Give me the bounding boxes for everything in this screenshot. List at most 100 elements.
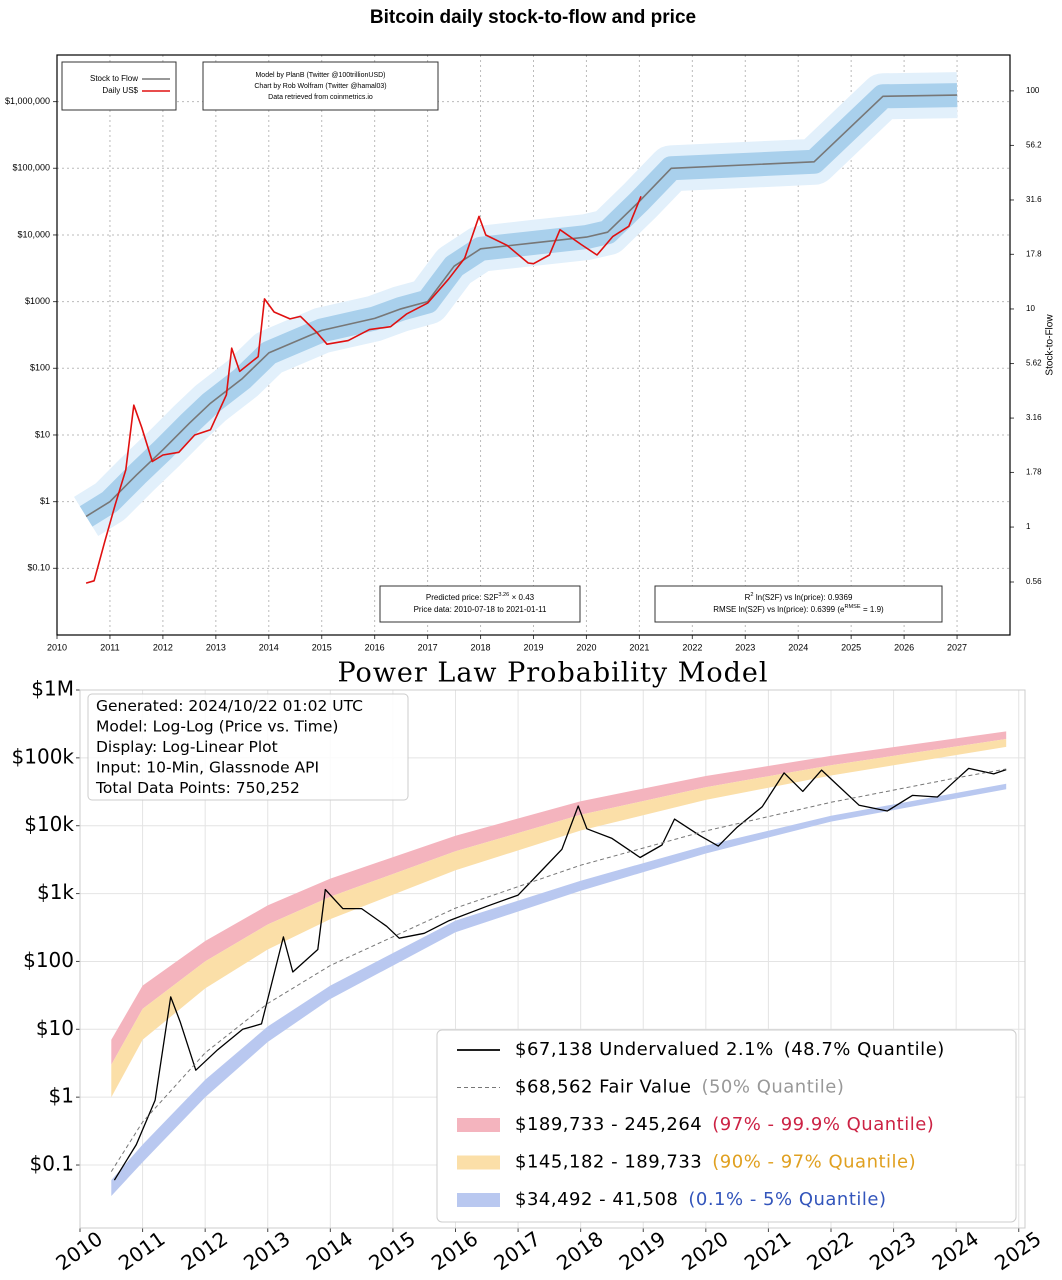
text: Generated: 2024/10/22 01:02 UTC — [96, 697, 363, 715]
legend-name: $189,733 - 245,264 — [515, 1114, 702, 1135]
text: × 0.43 — [512, 593, 535, 602]
y2-tick-label: 17.8 — [1026, 249, 1042, 258]
text: Predicted price: S2F — [426, 593, 499, 602]
chart-title: Bitcoin daily stock-to-flow and price — [370, 7, 696, 28]
y-tick-label: $1,000,000 — [5, 96, 50, 106]
x-tick-label: 2022 — [682, 642, 702, 652]
legend-swatch — [457, 1118, 500, 1132]
x-tick-label: 2013 — [206, 642, 226, 652]
y-tick-label: $100,000 — [12, 163, 50, 173]
chart-title: Power Law Probability Model — [337, 658, 768, 689]
annotation-box — [87, 693, 409, 801]
annotation-line: Data retrieved from coinmetrics.io — [268, 94, 373, 101]
x-tick-label: 2016 — [365, 642, 385, 652]
annotation-line: Input: 10-Min, Glassnode API — [96, 758, 319, 776]
plot-frame — [56, 54, 1011, 636]
y-tick-label: $0.1 — [29, 1152, 74, 1176]
annotation-line: Predicted price: S2F3.26 × 0.43 — [426, 592, 535, 602]
legend-note: (48.7% Quantile) — [784, 1039, 945, 1060]
x-tick-label: 2015 — [312, 642, 332, 652]
legend-label: $145,182 - 189,733 (90% - 97% Quantile) — [515, 1152, 916, 1173]
text: = 1.9) — [863, 605, 884, 614]
y-tick-label: $100 — [23, 948, 74, 972]
series-line — [85, 195, 642, 584]
y-tick-label: $10,000 — [17, 229, 50, 239]
legend-swatch — [457, 1155, 500, 1170]
x-tick-label: 2012 — [153, 642, 173, 652]
text: Price data: 2010-07-18 to 2021-01-11 — [414, 605, 547, 614]
x-tick-label: 2026 — [894, 642, 914, 652]
y2-axis-label: Stock-to-Flow — [1045, 314, 1056, 376]
annotation-line: RMSE ln(S2F) vs ln(price): 0.6399 (eRMSE… — [713, 604, 884, 614]
y2-tick-label: 5.62 — [1026, 359, 1042, 368]
legend-note: (97% - 99.9% Quantile) — [712, 1114, 934, 1135]
x-tick-label: 2021 — [629, 642, 649, 652]
y-tick-label: $1000 — [25, 296, 50, 306]
legend-name: $67,138 Undervalued 2.1% — [515, 1039, 774, 1060]
annotation-line: Display: Log-Linear Plot — [96, 738, 278, 756]
x-tick-label: 2023 — [735, 642, 755, 652]
y2-tick-label: 100 — [1026, 86, 1040, 95]
series-line — [85, 94, 958, 518]
text: Model by PlanB (Twitter @100trillionUSD) — [255, 72, 385, 79]
x-tick-label: 2014 — [259, 642, 279, 652]
text: Display: Log-Linear Plot — [96, 738, 278, 756]
annotation-box — [202, 61, 439, 111]
legend-name: $68,562 Fair Value — [515, 1077, 691, 1098]
annotation-line: Chart by Rob Wolfram (Twitter @hamal03) — [254, 83, 386, 90]
y-tick-label: $100k — [12, 744, 75, 768]
x-tick-label: 2019 — [523, 642, 543, 652]
annotation-line: Price data: 2010-07-18 to 2021-01-11 — [414, 605, 547, 614]
x-tick-label: 2025 — [841, 642, 861, 652]
plot-frame — [79, 689, 1026, 1229]
legend-name: $34,492 - 41,508 — [515, 1189, 678, 1210]
legend-label: $68,562 Fair Value (50% Quantile) — [515, 1077, 844, 1098]
text: Total Data Points: 750,252 — [95, 779, 300, 797]
y2-tick-label: 1 — [1026, 522, 1031, 531]
text: Model: Log-Log (Price vs. Time) — [96, 717, 338, 735]
text: ln(S2F) vs ln(price): 0.9369 — [756, 593, 853, 602]
x-tick-label: 2027 — [947, 642, 967, 652]
plot-data — [110, 731, 1007, 1196]
y2-tick-label: 3.16 — [1026, 413, 1042, 422]
text: Chart by Rob Wolfram (Twitter @hamal03) — [254, 83, 386, 90]
quantile-band — [111, 739, 1007, 1098]
legend-note: (50% Quantile) — [701, 1077, 844, 1098]
y-tick-label: $10 — [35, 429, 50, 439]
x-tick-label: 2020 — [576, 642, 596, 652]
x-tick-label: 2024 — [788, 642, 808, 652]
y-tick-label: $1k — [37, 880, 74, 904]
legend-swatch — [457, 1193, 500, 1207]
annotation-line: Model: Log-Log (Price vs. Time) — [96, 717, 338, 735]
y-tick-label: $1M — [31, 677, 74, 701]
y-tick-label: $100 — [30, 363, 50, 373]
quantile-band — [111, 731, 1007, 1065]
y-tick-label: $0.10 — [27, 563, 50, 573]
x-tick-label: 2011 — [100, 642, 119, 652]
y2-tick-label: 31.6 — [1026, 195, 1042, 204]
annotation-line: Model by PlanB (Twitter @100trillionUSD) — [255, 72, 385, 79]
annotation-line: R2 ln(S2F) vs ln(price): 0.9369 — [745, 592, 853, 602]
text: Data retrieved from coinmetrics.io — [268, 94, 373, 101]
text: Input: 10-Min, Glassnode API — [96, 758, 319, 776]
legend-note: (0.1% - 5% Quantile) — [688, 1189, 886, 1210]
y2-tick-label: 10 — [1026, 304, 1035, 313]
legend-note: (90% - 97% Quantile) — [712, 1152, 916, 1173]
y-tick-label: $10k — [24, 812, 74, 836]
x-tick-label: 2010 — [47, 642, 67, 652]
plot-data — [74, 72, 958, 584]
x-tick-label: 2018 — [471, 642, 491, 652]
chart: Bitcoin daily stock-to-flow and price $0.… — [5, 7, 1056, 652]
legend-label: $67,138 Undervalued 2.1% (48.7% Quantile) — [515, 1039, 945, 1060]
annotation-box — [654, 585, 943, 623]
series-line — [110, 768, 1007, 1172]
y-tick-label: $10 — [36, 1016, 74, 1040]
text: RMSE ln(S2F) vs ln(price): 0.6399 (e — [713, 605, 845, 614]
y-tick-label: $1 — [40, 496, 50, 506]
annotation-line: Generated: 2024/10/22 01:02 UTC — [96, 697, 363, 715]
y-tick-label: $1 — [49, 1084, 74, 1108]
superscript: RMSE — [844, 604, 860, 610]
superscript: 3.26 — [498, 592, 509, 598]
annotation-box — [379, 585, 581, 623]
